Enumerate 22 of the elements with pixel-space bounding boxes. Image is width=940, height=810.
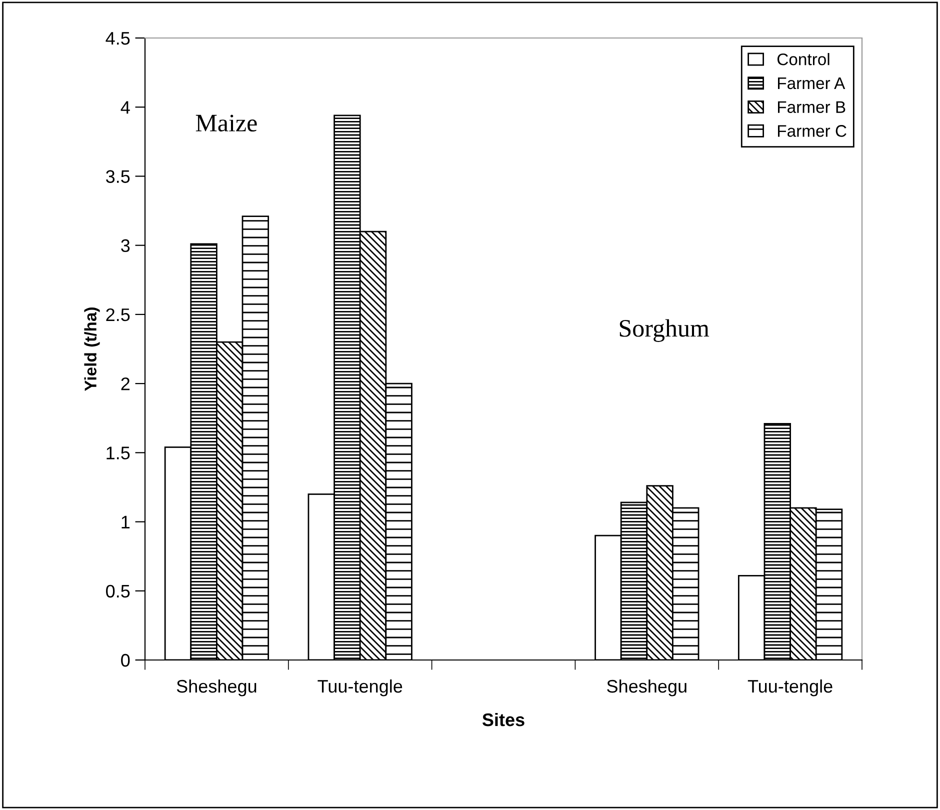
x-tick-label: Tuu-tengle xyxy=(748,679,832,696)
legend-label: Control xyxy=(777,53,830,66)
annotation: Maize xyxy=(196,114,257,132)
legend-label: Farmer B xyxy=(778,101,846,113)
annotation: Sorghum xyxy=(620,319,710,342)
x-axis-title: Sites xyxy=(482,712,524,726)
y-tick-label: 3 xyxy=(121,239,130,252)
y-tick-label: 4.5 xyxy=(106,32,130,45)
y-axis-title: Yield (t/ha) xyxy=(84,308,100,391)
y-tick-label: 4 xyxy=(120,101,130,114)
y-tick-label: 0.5 xyxy=(106,584,130,598)
y-tick-label: 0 xyxy=(121,654,130,667)
legend-label: Farmer A xyxy=(778,77,846,90)
x-tick-label: Sheshegu xyxy=(176,679,256,696)
x-tick-label: Tuu-tengle xyxy=(318,679,402,696)
y-tick-label: 3.5 xyxy=(106,170,130,183)
y-tick-label: 1 xyxy=(122,516,130,528)
y-tick-label: 2.5 xyxy=(106,308,130,322)
y-tick-label: 2 xyxy=(121,377,130,390)
legend-label: Farmer C xyxy=(778,125,846,137)
y-tick-label: 1.5 xyxy=(106,446,130,460)
x-tick-label: Sheshegu xyxy=(607,679,686,696)
